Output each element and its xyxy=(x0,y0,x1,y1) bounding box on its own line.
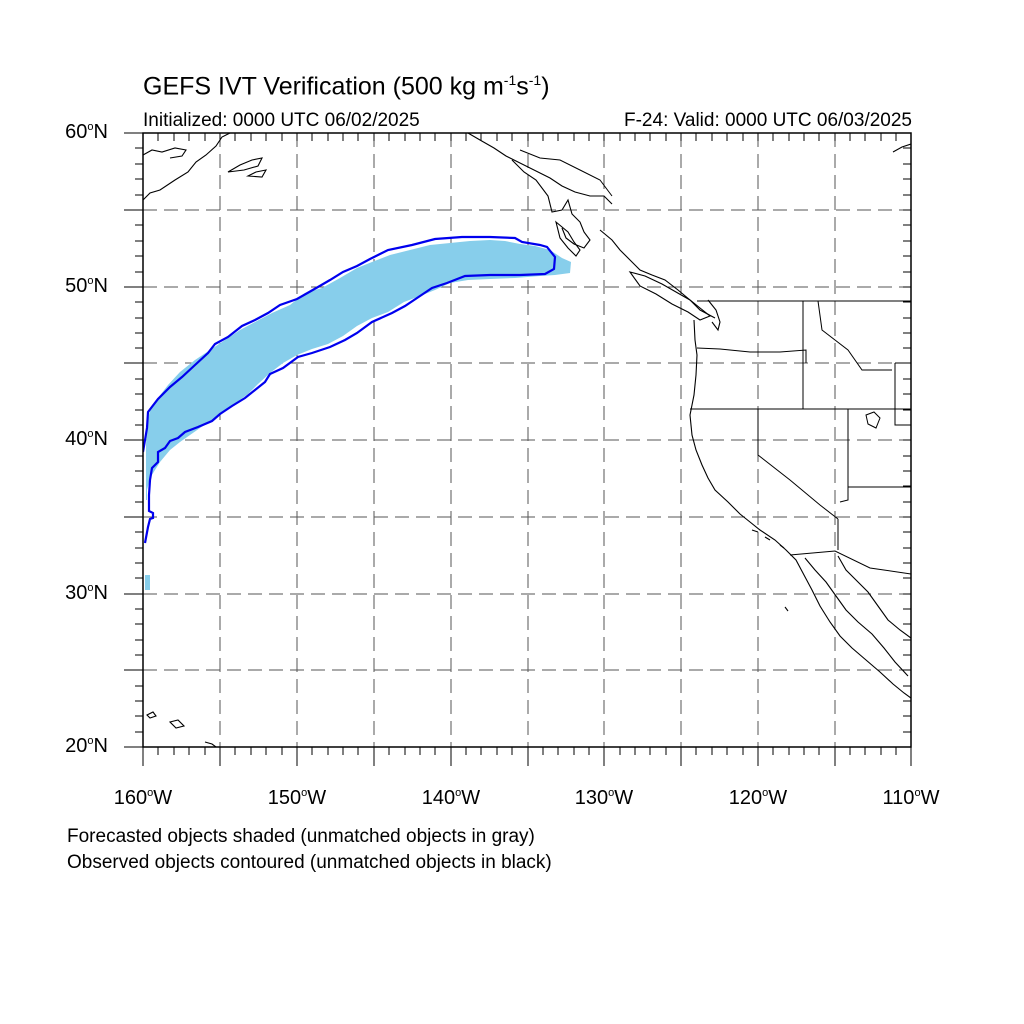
puget-sound xyxy=(707,299,721,332)
coast-nw-corner xyxy=(892,143,911,153)
us-west-coast xyxy=(689,319,911,699)
political-boundaries xyxy=(519,149,911,575)
valid-time-label: F-24: Valid: 0000 UTC 06/03/2025 xyxy=(624,110,912,131)
southeast-alaska-coast xyxy=(467,133,613,205)
ca-nv-border xyxy=(757,409,839,520)
lat-label-60n: 60oN xyxy=(65,121,108,143)
alaska-island-3 xyxy=(245,169,268,178)
init-time-label: Initialized: 0000 UTC 06/02/2025 xyxy=(143,110,420,131)
observed-ivt-contour xyxy=(143,235,557,544)
alaska-bc-border xyxy=(519,149,613,197)
alaska-island-1 xyxy=(143,147,187,159)
tick-marks xyxy=(124,132,912,766)
us-mexico-border xyxy=(789,550,911,575)
southeast-alaska-islands xyxy=(511,159,591,249)
lat-label-40n: 40oN xyxy=(65,428,108,450)
gulf-of-california xyxy=(837,555,911,639)
bc-coast xyxy=(599,229,716,319)
hawaii-island-3 xyxy=(204,741,217,747)
guadalupe-island xyxy=(784,606,789,612)
observed-legend-note: Observed objects contoured (unmatched ob… xyxy=(67,852,552,873)
vancouver-island xyxy=(628,271,712,321)
lat-label-30n: 30oN xyxy=(65,582,108,604)
great-salt-lake xyxy=(865,411,881,429)
lon-label-130w: 130oW xyxy=(574,787,634,809)
baja-peninsula xyxy=(804,557,909,677)
haida-gwaii xyxy=(555,220,581,257)
hawaii-island-2 xyxy=(168,719,186,729)
montana-idaho-border xyxy=(817,300,892,371)
lon-label-160w: 160oW xyxy=(113,787,173,809)
lon-label-150w: 150oW xyxy=(267,787,327,809)
lon-label-120w: 120oW xyxy=(728,787,788,809)
hawaii-island-1 xyxy=(146,711,157,719)
channel-islands xyxy=(751,529,785,549)
gridlines xyxy=(143,133,911,747)
coastlines xyxy=(143,133,911,747)
lat-label-20n: 20oN xyxy=(65,735,108,757)
wa-or-border xyxy=(696,347,807,363)
alaska-island-2 xyxy=(227,157,263,173)
alaska-peninsula-coast xyxy=(143,133,231,201)
lon-label-140w: 140oW xyxy=(421,787,481,809)
forecast-ivt-object xyxy=(145,240,571,590)
lon-label-110w: 110oW xyxy=(882,787,940,809)
plot-title: GEFS IVT Verification (500 kg m-1s-1) xyxy=(143,72,550,101)
nevada-east-border xyxy=(839,409,849,503)
forecast-legend-note: Forecasted objects shaded (unmatched obj… xyxy=(67,826,535,847)
lat-label-50n: 50oN xyxy=(65,275,108,297)
